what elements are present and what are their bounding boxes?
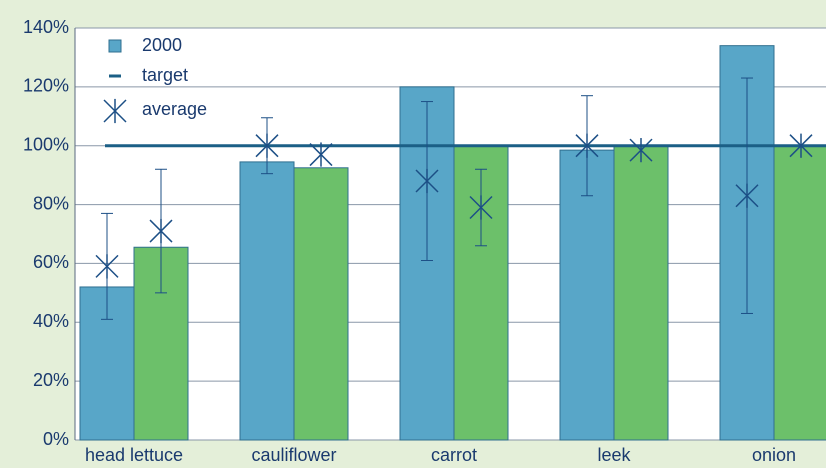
y-tick-label: 40% [33, 311, 69, 331]
average-marker [575, 133, 599, 158]
average-marker [735, 183, 759, 208]
average-marker [789, 133, 813, 158]
bar [559, 149, 615, 441]
x-tick-label: carrot [431, 445, 477, 465]
x-tick-label: leek [597, 445, 631, 465]
y-tick-label: 20% [33, 370, 69, 390]
x-tick-label: head lettuce [85, 445, 183, 465]
y-tick-label: 60% [33, 252, 69, 272]
legend-average [103, 98, 127, 124]
average-marker [95, 254, 119, 279]
legend-swatch [108, 39, 122, 53]
legend-label: 2000 [142, 35, 182, 55]
y-tick-label: 140% [23, 17, 69, 37]
x-tick-label: cauliflower [251, 445, 336, 465]
y-tick-label: 0% [43, 429, 69, 449]
average-marker [309, 142, 333, 167]
y-tick-label: 120% [23, 76, 69, 96]
average-marker [149, 218, 173, 244]
bar [239, 161, 295, 441]
bar [773, 145, 826, 441]
average-marker [469, 195, 493, 220]
y-tick-label: 100% [23, 134, 69, 154]
y-tick-label: 80% [33, 193, 69, 213]
bar [293, 167, 349, 441]
legend-label: average [142, 99, 207, 119]
average-marker [415, 168, 439, 194]
average-marker [255, 133, 279, 158]
legend-label: target [142, 65, 188, 85]
bar [613, 145, 669, 441]
x-tick-label: onion [752, 445, 796, 465]
average-marker [629, 138, 653, 163]
legend-bg [136, 64, 226, 86]
